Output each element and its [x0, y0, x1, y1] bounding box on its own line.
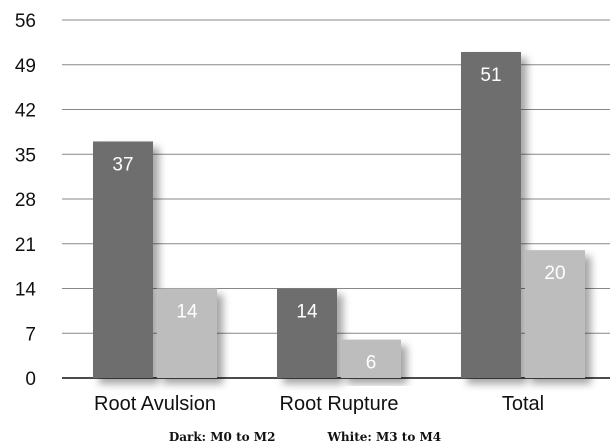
bar — [461, 51, 521, 378]
bar — [157, 288, 217, 378]
y-tick-label: 14 — [15, 280, 37, 301]
data-label: 6 — [366, 353, 377, 374]
category-label: Total — [502, 393, 544, 415]
y-tick-label: 42 — [15, 101, 36, 122]
legend-white: White: M3 to M4 — [327, 430, 442, 444]
y-tick-label: 56 — [15, 11, 36, 32]
bar — [277, 288, 337, 378]
category-label: Root Avulsion — [94, 393, 216, 415]
data-label: 20 — [544, 263, 565, 284]
data-label: 14 — [296, 302, 318, 323]
y-tick-label: 28 — [15, 190, 36, 211]
legend: Dark: M0 to M2 White: M3 to M4 — [0, 430, 610, 444]
y-tick-label: 0 — [25, 369, 36, 390]
y-tick-label: 35 — [15, 145, 36, 166]
data-label: 51 — [480, 65, 501, 86]
x-axis-categories: Root Avulsion Root Rupture Total — [94, 393, 544, 415]
y-tick-label: 21 — [15, 235, 36, 256]
data-label: 37 — [112, 154, 133, 175]
bar — [525, 250, 585, 378]
y-tick-label: 49 — [15, 56, 36, 77]
bar — [341, 339, 401, 378]
y-axis-ticks: 0 7 14 21 28 35 42 49 56 — [15, 11, 37, 390]
category-label: Root Rupture — [280, 393, 399, 415]
y-tick-label: 7 — [25, 324, 36, 345]
legend-dark: Dark: M0 to M2 — [168, 430, 276, 444]
bars — [93, 51, 585, 378]
data-label: 14 — [176, 302, 198, 323]
data-labels: 37 14 14 6 51 20 — [112, 65, 565, 374]
bar — [93, 141, 153, 378]
